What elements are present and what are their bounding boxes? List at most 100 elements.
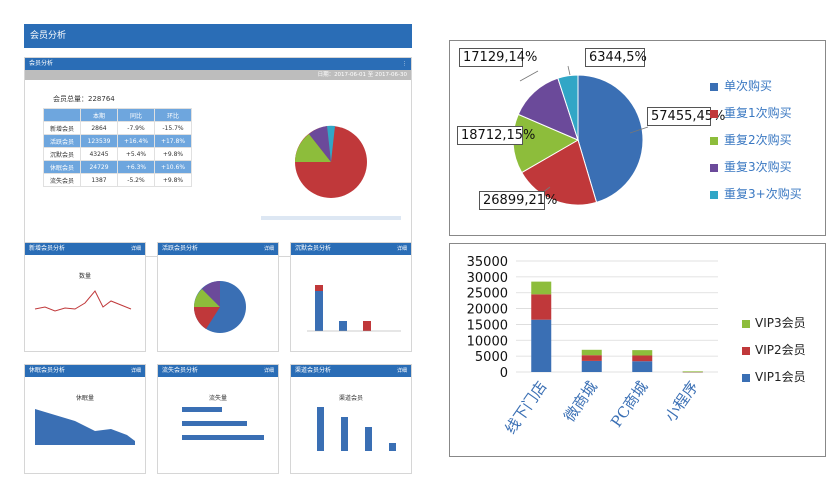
data-label-26899: 26899,21% <box>479 191 557 210</box>
pie-slice <box>194 289 220 307</box>
table-cell: -15.7% <box>154 121 192 135</box>
legend-marker <box>710 110 718 118</box>
bar-VIP1会员-微商城 <box>581 360 602 372</box>
legend-marker <box>710 83 718 91</box>
legend-item: 重复1次购买 <box>724 106 792 120</box>
bar-chart-thumbnail <box>317 407 396 451</box>
panel-title: 渠道会员分析 <box>295 367 332 374</box>
table-header: 环比 <box>154 108 192 122</box>
legend-item: 重复3次购买 <box>724 160 792 174</box>
more-icon[interactable]: ⋮ <box>402 61 407 67</box>
bar <box>389 443 396 451</box>
panel-title: 活跃会员分析 <box>162 245 199 252</box>
legend-marker <box>742 347 750 355</box>
panel-title: 新增会员分析 <box>29 245 66 252</box>
page-title: 会员分析 <box>24 24 412 48</box>
panel-title: 流失会员分析 <box>162 367 199 374</box>
table-cell: 123539 <box>80 134 118 148</box>
bar-VIP1会员-PC商城 <box>632 361 653 372</box>
legend-marker <box>742 320 750 328</box>
table-cell: +5.4% <box>117 147 155 161</box>
total-label: 会员总量： <box>53 95 88 103</box>
chart-title: 渠道会员 <box>338 395 363 402</box>
pie-slice-2 <box>521 139 598 206</box>
bar-VIP2会员-微商城 <box>581 355 602 361</box>
table-row: 新增会员 2864 -7.9% -15.7% <box>43 121 192 135</box>
table-cell: -5.2% <box>117 173 155 187</box>
y-tick-label: 30000 <box>467 271 508 286</box>
detail-link[interactable]: 详细 <box>396 368 407 374</box>
member-summary-panel: 会员分析 ⋮ 日期：2017-06-01 至 2017-06-30 会员总量：2… <box>24 57 412 257</box>
table-cell: 1387 <box>80 173 118 187</box>
y-tick-label: 5000 <box>475 350 508 365</box>
dashboard-screenshot: 会员分析 会员分析 ⋮ 日期：2017-06-01 至 2017-06-30 会… <box>24 24 412 476</box>
table-row: 活跃会员 123539 +16.4% +17.8% <box>43 134 192 148</box>
series-line <box>34 290 132 312</box>
y-tick-label: 20000 <box>467 303 508 318</box>
total-members: 会员总量：228764 <box>53 94 115 104</box>
x-tick-label: 微商城 <box>560 378 601 425</box>
pie-slice-1 <box>577 74 644 203</box>
legend-marker <box>710 191 718 199</box>
summary-pie-thumbnail <box>261 125 401 220</box>
legend-item: 单次购买 <box>724 79 773 93</box>
bar-chart-thumbnail <box>307 285 401 332</box>
panel-header: 流失会员分析 详细 <box>158 365 278 377</box>
area-series <box>35 409 135 445</box>
table-cell: +17.8% <box>154 134 192 148</box>
active-member-panel: 活跃会员分析 详细 <box>157 242 279 352</box>
detail-link[interactable]: 详细 <box>263 246 274 252</box>
y-tick-label: 35000 <box>467 255 508 270</box>
detail-link[interactable]: 详细 <box>263 368 274 374</box>
bar-VIP3会员-线下门店 <box>531 281 552 295</box>
table-header: 本期 <box>80 108 118 122</box>
vip-stacked-bar-chart: 35000300002500020000150001000050000线下门店微… <box>467 255 718 437</box>
vip-bar-panel: 35000 30000 25000 20000 15000 10000 5000 0 线下门店微… <box>449 243 826 457</box>
panel-title: 休眠会员分析 <box>29 367 66 374</box>
pie-slice <box>309 126 331 162</box>
table-cell: +9.8% <box>154 173 192 187</box>
bar-VIP2会员-线下门店 <box>531 294 552 320</box>
pie-slice <box>202 281 220 307</box>
y-tick-label: 25000 <box>467 287 508 302</box>
bar <box>341 417 348 451</box>
bar <box>365 427 372 451</box>
panel-header: 新增会员分析 详细 <box>25 243 145 255</box>
bar-VIP3会员-PC商城 <box>632 350 653 356</box>
detail-link[interactable]: 详细 <box>130 246 141 252</box>
legend-marker <box>710 137 718 145</box>
chart-title: 休眠量 <box>75 395 94 402</box>
table-cell: 流失会员 <box>43 173 81 187</box>
table-header-row: 本期 同比 环比 <box>43 108 192 122</box>
bar <box>182 421 247 426</box>
bar <box>317 407 324 451</box>
detail-link[interactable]: 详细 <box>396 246 407 252</box>
table-cell: 2864 <box>80 121 118 135</box>
table-cell: 24729 <box>80 160 118 174</box>
detail-link[interactable]: 详细 <box>130 368 141 374</box>
new-member-panel: 新增会员分析 详细 数量 <box>24 242 146 352</box>
x-tick-label: 小程序 <box>661 378 702 425</box>
area-chart-thumbnail <box>35 409 135 445</box>
pie-slice-5 <box>557 74 579 141</box>
table-row: 休眠会员 24729 +6.3% +10.6% <box>43 160 192 174</box>
silent-member-panel: 沉默会员分析 详细 <box>290 242 412 352</box>
legend-marker <box>710 164 718 172</box>
legend-item: 重复2次购买 <box>724 133 792 147</box>
table-cell: +6.3% <box>117 160 155 174</box>
bar <box>339 321 347 331</box>
line-chart-thumbnail <box>34 290 132 312</box>
member-table: 本期 同比 环比 新增会员 2864 -7.9% -15.7% 活跃会员 123… <box>43 108 192 187</box>
bar-VIP3会员-微商城 <box>581 349 602 356</box>
bar-VIP3会员-小程序 <box>682 371 703 373</box>
panel-header: 渠道会员分析 详细 <box>291 365 411 377</box>
data-label-57455: 57455,45% <box>647 107 725 126</box>
table-cell: 新增会员 <box>43 121 81 135</box>
table-header <box>43 108 81 122</box>
dormant-member-panel: 休眠会员分析 详细 休眠量 <box>24 364 146 474</box>
pie-slice <box>295 134 331 162</box>
bar <box>315 285 323 291</box>
bar-VIP2会员-PC商城 <box>632 355 653 362</box>
pie-chart-thumbnail <box>193 281 246 333</box>
panel-header: 休眠会员分析 详细 <box>25 365 145 377</box>
